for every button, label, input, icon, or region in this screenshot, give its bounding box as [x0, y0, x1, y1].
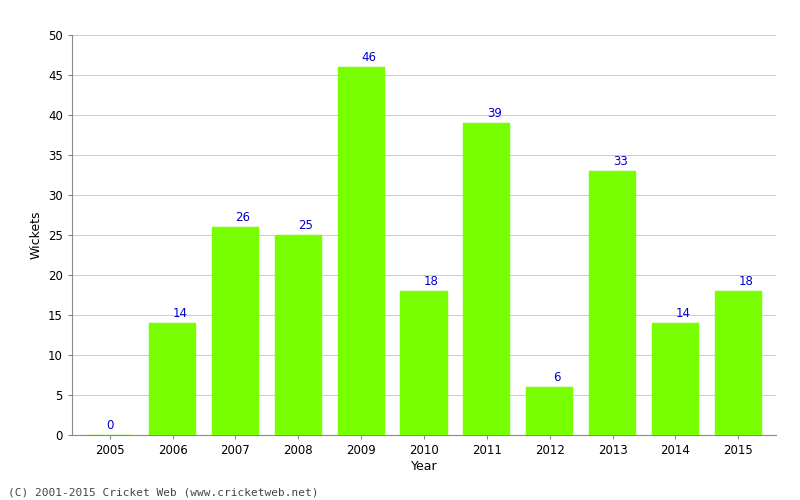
Text: 14: 14: [675, 307, 690, 320]
Text: 0: 0: [106, 419, 114, 432]
X-axis label: Year: Year: [410, 460, 438, 473]
Bar: [149, 323, 196, 435]
Bar: [526, 387, 574, 435]
Bar: [401, 291, 447, 435]
Text: 26: 26: [235, 211, 250, 224]
Bar: [714, 291, 762, 435]
Text: 18: 18: [424, 275, 439, 288]
Bar: [589, 171, 636, 435]
Text: 6: 6: [554, 371, 561, 384]
Text: 46: 46: [361, 51, 376, 64]
Bar: [652, 323, 699, 435]
Bar: [212, 227, 259, 435]
Y-axis label: Wickets: Wickets: [30, 211, 42, 259]
Text: 33: 33: [613, 155, 627, 168]
Text: (C) 2001-2015 Cricket Web (www.cricketweb.net): (C) 2001-2015 Cricket Web (www.cricketwe…: [8, 488, 318, 498]
Bar: [463, 123, 510, 435]
Bar: [274, 235, 322, 435]
Text: 14: 14: [173, 307, 188, 320]
Text: 25: 25: [298, 219, 314, 232]
Text: 39: 39: [487, 107, 502, 120]
Text: 18: 18: [738, 275, 754, 288]
Bar: [338, 67, 385, 435]
